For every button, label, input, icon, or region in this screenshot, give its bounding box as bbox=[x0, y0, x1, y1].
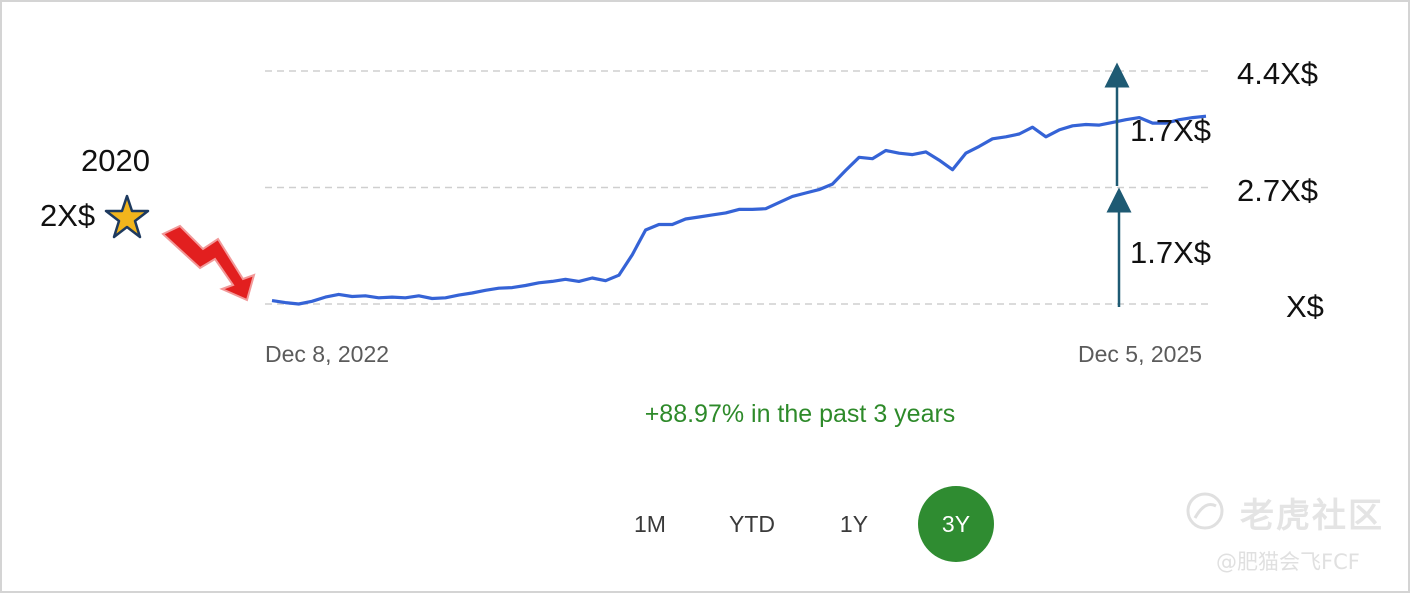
watermark-brand: 老虎社区 bbox=[1240, 496, 1384, 536]
start-value-annotation: 2X$ bbox=[40, 198, 96, 233]
lower-difference-label: 1.7X$ bbox=[1130, 235, 1212, 270]
year-annotation: 2020 bbox=[81, 143, 150, 178]
tiger-logo-icon bbox=[1186, 492, 1224, 530]
base-value-label: X$ bbox=[1286, 289, 1324, 324]
tab-1y[interactable]: 1Y bbox=[839, 510, 869, 537]
drop-arrow-icon bbox=[161, 224, 256, 302]
tab-1m[interactable]: 1M bbox=[634, 510, 666, 537]
price-series-line bbox=[271, 114, 1207, 306]
tab-3y[interactable]: 3Y bbox=[918, 486, 994, 562]
performance-summary: +88.97% in the past 3 years bbox=[644, 400, 956, 428]
mid-value-label: 2.7X$ bbox=[1237, 173, 1319, 208]
watermark-user: @肥猫会飞FCF bbox=[1216, 550, 1360, 574]
range-tabs: 1M YTD 1Y 3Y bbox=[612, 486, 994, 562]
top-value-label: 4.4X$ bbox=[1237, 56, 1319, 91]
upper-difference-label: 1.7X$ bbox=[1130, 113, 1212, 148]
x-axis-start-label: Dec 8, 2022 bbox=[265, 341, 390, 367]
tab-ytd[interactable]: YTD bbox=[729, 510, 775, 537]
x-axis-end-label: Dec 5, 2025 bbox=[1078, 341, 1203, 367]
star-icon bbox=[104, 194, 150, 239]
